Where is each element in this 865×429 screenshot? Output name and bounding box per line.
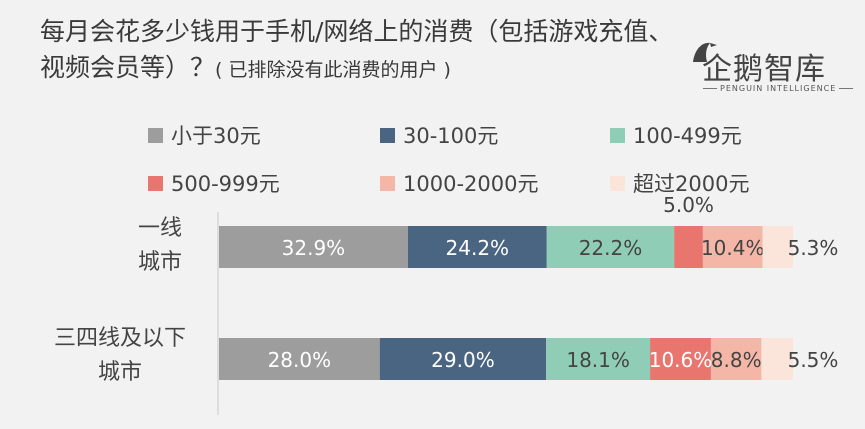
data-label-lt30-row2: 28.0% <box>268 348 332 372</box>
bar-30_100-row2 <box>379 338 547 380</box>
data-label-100_499-row2: 18.1% <box>566 348 630 372</box>
bar-lt30-row2 <box>219 338 380 380</box>
category-label-line: 城市 <box>137 250 182 275</box>
data-label-lt30-row1: 32.9% <box>282 236 346 260</box>
legend-item-1000_2000: 1000-2000元 <box>380 168 538 198</box>
legend-label: 小于30元 <box>171 124 261 148</box>
category-label-line: 三四线及以下 <box>53 326 186 351</box>
data-label-gt2000-row1: 5.3% <box>788 236 839 260</box>
data-label-500_999-row2: 10.6% <box>649 348 713 372</box>
bar-gt2000-row2 <box>761 338 793 380</box>
bar-1000_2000-row2 <box>710 338 762 380</box>
bar-gt2000-row1 <box>762 226 793 268</box>
legend-item-gt2000: 超过2000元 <box>610 168 749 198</box>
penguin-icon <box>693 42 717 62</box>
bar-100_499-row1 <box>546 226 675 268</box>
data-label-100_499-row1: 22.2% <box>579 236 643 260</box>
legend-swatch <box>148 175 163 191</box>
legend-swatch <box>148 127 163 143</box>
bar-30_100-row1 <box>407 226 547 268</box>
legend-swatch <box>380 175 395 191</box>
logo-tagline: PENGUIN INTELLIGENCE <box>700 84 856 93</box>
data-label-gt2000-row2: 5.5% <box>788 348 839 372</box>
category-label-2: 三四线及以下 城市 <box>30 322 210 390</box>
data-label-30_100-row2: 29.0% <box>431 348 495 372</box>
legend-label: 30-100元 <box>403 124 499 148</box>
category-label-line: 城市 <box>97 360 142 385</box>
title-main: 每月会花多少钱用于手机/网络上的消费（包括游戏充值、视频会员等）？ <box>40 17 674 82</box>
legend-label: 1000-2000元 <box>403 172 539 196</box>
legend-label: 500-999元 <box>171 172 280 196</box>
legend-swatch <box>380 127 395 143</box>
title-sub: ( 已排除没有此消费的用户 ) <box>215 59 451 81</box>
category-label-line: 一线 <box>137 216 182 241</box>
logo-name: 企鹅智库 <box>702 52 826 87</box>
bar-100_499-row2 <box>546 338 651 380</box>
legend-item-500_999: 500-999元 <box>148 168 280 198</box>
legend-label: 100-499元 <box>633 124 742 148</box>
legend-swatch <box>610 175 625 191</box>
data-label-1000_2000-row1: 10.4% <box>701 236 765 260</box>
bar-lt30-row1 <box>219 226 408 268</box>
legend-item-30_100: 30-100元 <box>380 120 498 150</box>
data-label-500_999-row1: 5.0% <box>663 193 714 217</box>
y-axis-line <box>217 212 219 415</box>
data-label-1000_2000-row2: 8.8% <box>711 348 762 372</box>
legend-label: 超过2000元 <box>633 172 750 196</box>
legend-swatch <box>610 127 625 143</box>
data-label-30_100-row1: 24.2% <box>446 236 510 260</box>
legend-item-lt30: 小于30元 <box>148 120 261 150</box>
bar-1000_2000-row1 <box>702 226 763 268</box>
chart-title: 每月会花多少钱用于手机/网络上的消费（包括游戏充值、视频会员等）？( 已排除没有… <box>40 14 680 88</box>
bar-500_999-row2 <box>650 338 711 380</box>
legend: 小于30元 30-100元 100-499元 500-999元 1000-2000元 超过… <box>0 0 865 200</box>
logo: 企鹅智库 PENGUIN INTELLIGENCE <box>690 42 840 104</box>
legend-item-100_499: 100-499元 <box>610 120 742 150</box>
category-label-1: 一线 城市 <box>110 212 210 280</box>
bar-500_999-row1 <box>674 226 703 268</box>
